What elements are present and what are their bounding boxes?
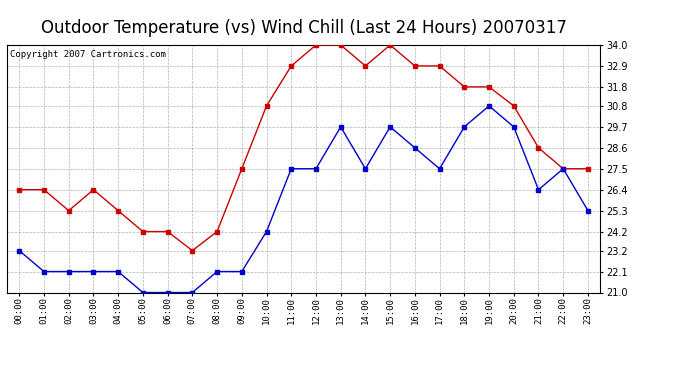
Text: Copyright 2007 Cartronics.com: Copyright 2007 Cartronics.com <box>10 50 166 59</box>
Text: Outdoor Temperature (vs) Wind Chill (Last 24 Hours) 20070317: Outdoor Temperature (vs) Wind Chill (Las… <box>41 19 566 37</box>
